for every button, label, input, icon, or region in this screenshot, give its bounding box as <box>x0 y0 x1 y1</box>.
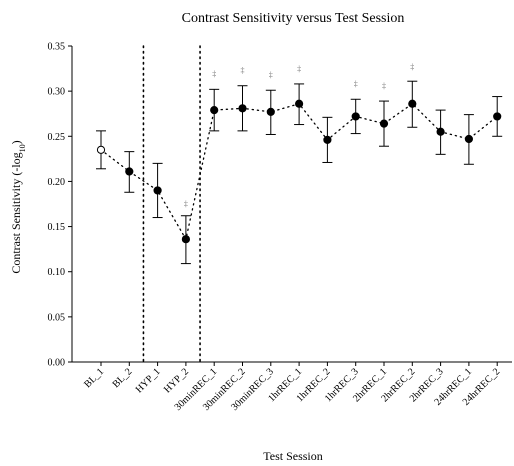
significance-mark: ‡ <box>212 70 216 79</box>
data-point <box>408 99 417 108</box>
y-axis-title-subscript: 10 <box>18 144 27 152</box>
significance-mark: ‡ <box>297 64 301 73</box>
data-point <box>96 145 106 154</box>
data-point <box>351 112 360 121</box>
x-tick-label: BL_2 <box>111 366 135 390</box>
y-axis-title-end: ) <box>9 140 23 144</box>
y-tick-label: 0.00 <box>48 358 66 369</box>
data-point <box>266 107 275 117</box>
data-point <box>493 112 502 121</box>
data-point <box>153 186 162 195</box>
data-point <box>323 135 332 144</box>
y-tick-label: 0.10 <box>48 267 66 278</box>
significance-mark: ‡ <box>269 71 273 80</box>
data-point <box>210 106 219 115</box>
significance-mark: ‡ <box>410 62 414 71</box>
chart-title: Contrast Sensitivity versus Test Session <box>182 11 405 26</box>
significance-mark: ‡ <box>184 200 188 209</box>
y-tick-label: 0.35 <box>48 42 66 53</box>
plot-area: 0.00 0.05 0.10 0.15 0.20 0.25 0.30 0.35 BL_1 BL_2… <box>48 42 512 413</box>
y-tick-label: 0.15 <box>48 222 66 233</box>
x-axis-title: Test Session <box>263 449 323 463</box>
data-point <box>436 127 445 136</box>
y-tick-label: 0.25 <box>48 132 66 143</box>
y-tick-label: 0.05 <box>48 312 66 323</box>
y-tick-label: 0.30 <box>48 87 66 98</box>
significance-mark: ‡ <box>241 66 245 75</box>
y-tick-label: 0.20 <box>48 177 66 188</box>
data-point <box>464 134 473 144</box>
data-point <box>379 119 389 128</box>
x-tick-label: BL_1 <box>82 366 106 390</box>
y-axis-title: Contrast Sensitivity (-log10) <box>9 140 27 273</box>
y-axis-title-group: Contrast Sensitivity (-log10) <box>9 140 27 273</box>
significance-mark: ‡ <box>382 81 386 90</box>
data-point <box>125 167 134 176</box>
data-point <box>238 104 247 113</box>
data-point <box>295 99 304 108</box>
x-tick-label: HYP_1 <box>134 366 163 395</box>
significance-mark: ‡ <box>354 80 358 89</box>
data-point <box>181 235 190 244</box>
y-axis-title-main: Contrast Sensitivity (-log <box>9 152 23 273</box>
